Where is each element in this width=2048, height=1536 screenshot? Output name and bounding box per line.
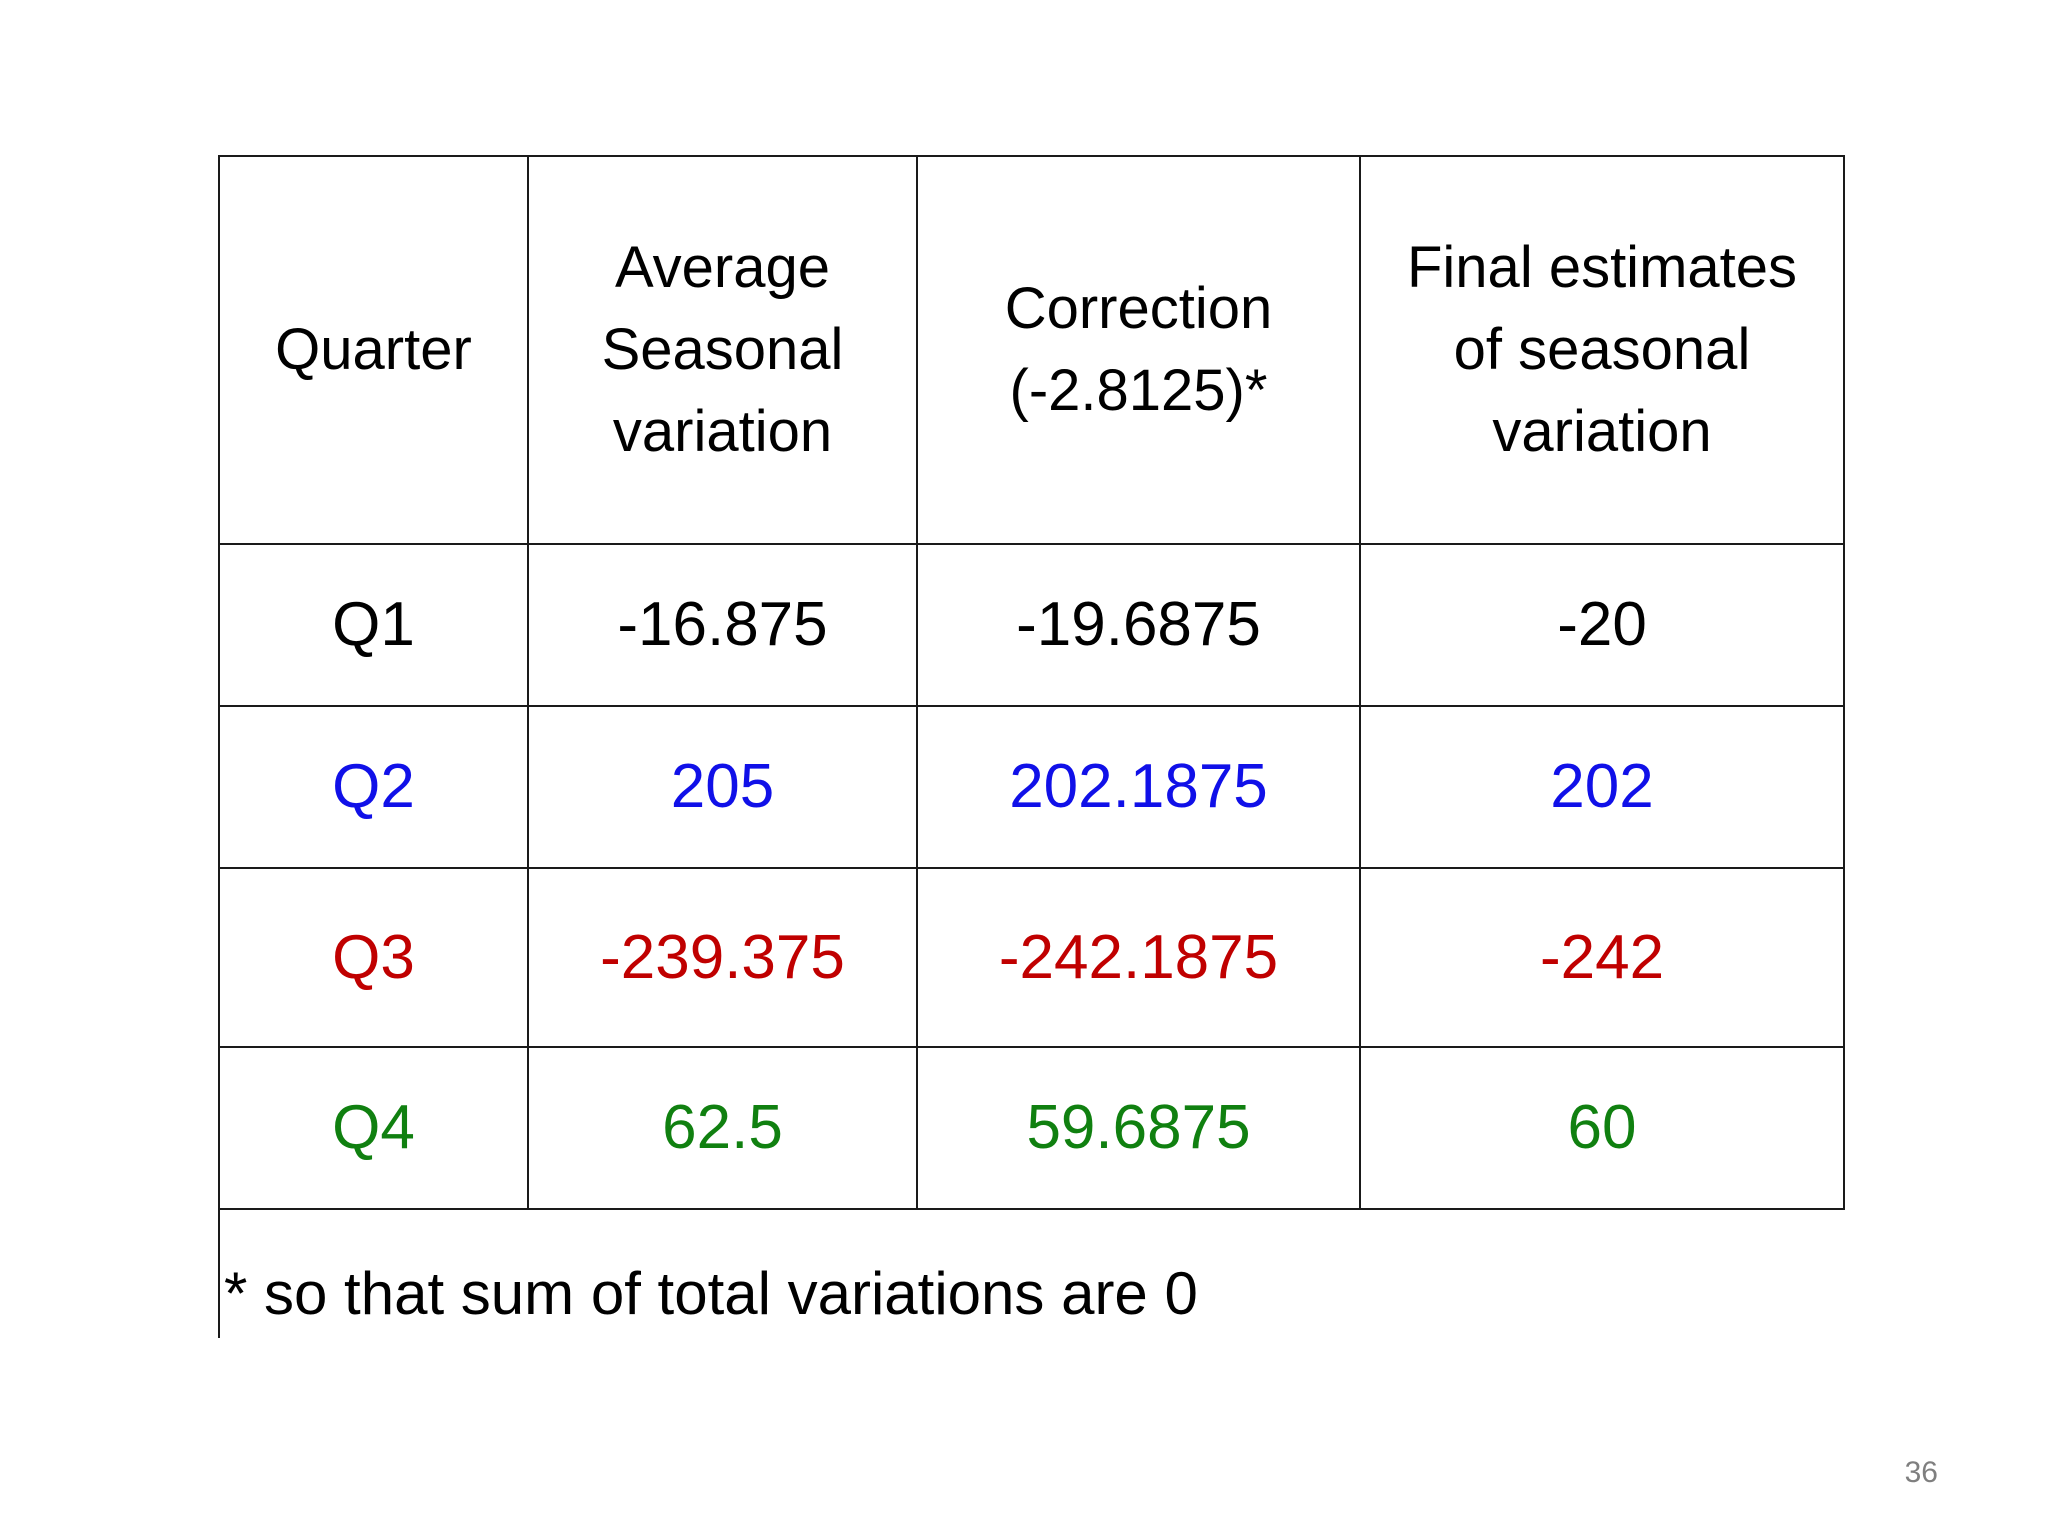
page-number: 36 (1904, 1456, 1938, 1489)
correction-cell: -242.1875 (916, 867, 1361, 1048)
table-row: Q2 205 202.1875 202 (218, 705, 1845, 869)
average-cell: -239.375 (527, 867, 918, 1048)
quarter-cell: Q4 (218, 1046, 529, 1210)
header-row: Quarter Average Seasonal variation Corre… (218, 155, 1845, 545)
average-cell: 62.5 (527, 1046, 918, 1210)
final-estimate-cell: 60 (1359, 1046, 1845, 1210)
correction-cell: 202.1875 (916, 705, 1361, 869)
final-estimate-cell: 202 (1359, 705, 1845, 869)
header-correction: Correction (-2.8125)* (916, 155, 1361, 545)
seasonal-variation-table: Quarter Average Seasonal variation Corre… (218, 155, 1845, 1210)
correction-cell: -19.6875 (916, 543, 1361, 707)
header-average-seasonal-variation: Average Seasonal variation (527, 155, 918, 545)
table-row: Q3 -239.375 -242.1875 -242 (218, 867, 1845, 1048)
table-row: Q4 62.5 59.6875 60 (218, 1046, 1845, 1210)
final-estimate-cell: -242 (1359, 867, 1845, 1048)
quarter-cell: Q1 (218, 543, 529, 707)
table-row: Q1 -16.875 -19.6875 -20 (218, 543, 1845, 707)
quarter-cell: Q2 (218, 705, 529, 869)
footnote: * so that sum of total variations are 0 (224, 1260, 1198, 1327)
correction-cell: 59.6875 (916, 1046, 1361, 1210)
average-cell: -16.875 (527, 543, 918, 707)
footnote-divider (218, 1210, 220, 1338)
quarter-cell: Q3 (218, 867, 529, 1048)
header-quarter: Quarter (218, 155, 529, 545)
average-cell: 205 (527, 705, 918, 869)
final-estimate-cell: -20 (1359, 543, 1845, 707)
header-final-estimates: Final estimates of seasonal variation (1359, 155, 1845, 545)
